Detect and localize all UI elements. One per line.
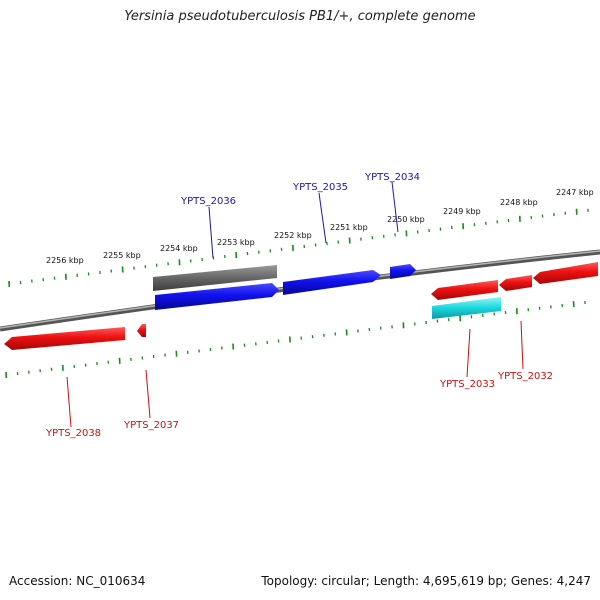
leader-ypts-2038 — [66, 376, 72, 428]
kbp-label: 2247 kbp — [556, 188, 594, 197]
gene-label-ypts-2038: YPTS_2038 — [45, 428, 101, 439]
gene-arrow-ypts-2031 — [533, 262, 598, 284]
outer-tick-track — [8, 208, 589, 288]
gray-feature-2036 — [153, 265, 277, 291]
gene-arrow-ypts-2034 — [390, 264, 416, 279]
kbp-label: 2255 kbp — [103, 251, 141, 260]
gene-arrow-ypts-2035 — [283, 270, 381, 295]
gene-label-ypts-2035: YPTS_2035 — [292, 182, 348, 193]
kbp-label: 2248 kbp — [500, 198, 538, 207]
inner-tick-track — [5, 301, 586, 379]
leader-ypts-2037 — [145, 369, 151, 419]
map-title: Yersinia pseudotuberculosis PB1/+, compl… — [124, 9, 476, 24]
gene-arrow-ypts-2036 — [155, 283, 279, 310]
reverse-strand-genes — [4, 262, 598, 350]
leader-lines — [66, 181, 524, 428]
gene-arrow-ypts-2037 — [137, 324, 146, 337]
kbp-labels: 2256 kbp 2255 kbp 2254 kbp 2253 kbp 2252… — [46, 188, 594, 265]
kbp-label: 2254 kbp — [160, 244, 198, 253]
cyan-feature-2033 — [432, 297, 501, 319]
leader-ypts-2033 — [466, 328, 471, 378]
kbp-label: 2251 kbp — [330, 223, 368, 232]
accession-label: Accession: NC_010634 — [9, 574, 146, 588]
kbp-label: 2252 kbp — [274, 231, 312, 240]
gene-arrow-ypts-2038 — [4, 327, 125, 350]
leader-ypts-2034 — [391, 181, 399, 233]
gene-label-ypts-2034: YPTS_2034 — [364, 172, 420, 183]
gene-label-ypts-2037: YPTS_2037 — [123, 420, 179, 431]
gene-label-ypts-2033: YPTS_2033 — [439, 379, 495, 390]
kbp-label: 2256 kbp — [46, 256, 84, 265]
gene-label-ypts-2032: YPTS_2032 — [497, 371, 553, 382]
kbp-label: 2250 kbp — [387, 215, 425, 224]
kbp-label: 2249 kbp — [443, 207, 481, 216]
kbp-label: 2253 kbp — [217, 238, 255, 247]
leader-ypts-2035 — [318, 192, 327, 244]
gene-label-ypts-2036: YPTS_2036 — [180, 196, 236, 207]
gene-arrow-ypts-2032 — [499, 275, 532, 291]
forward-strand-genes — [153, 264, 416, 310]
leader-ypts-2032 — [520, 320, 524, 370]
gene-labels: YPTS_2036 YPTS_2035 YPTS_2034 YPTS_2038 … — [45, 172, 553, 439]
gene-arrow-ypts-2033 — [431, 280, 498, 300]
leader-ypts-2036 — [208, 206, 214, 259]
genome-summary: Topology: circular; Length: 4,695,619 bp… — [261, 574, 591, 588]
